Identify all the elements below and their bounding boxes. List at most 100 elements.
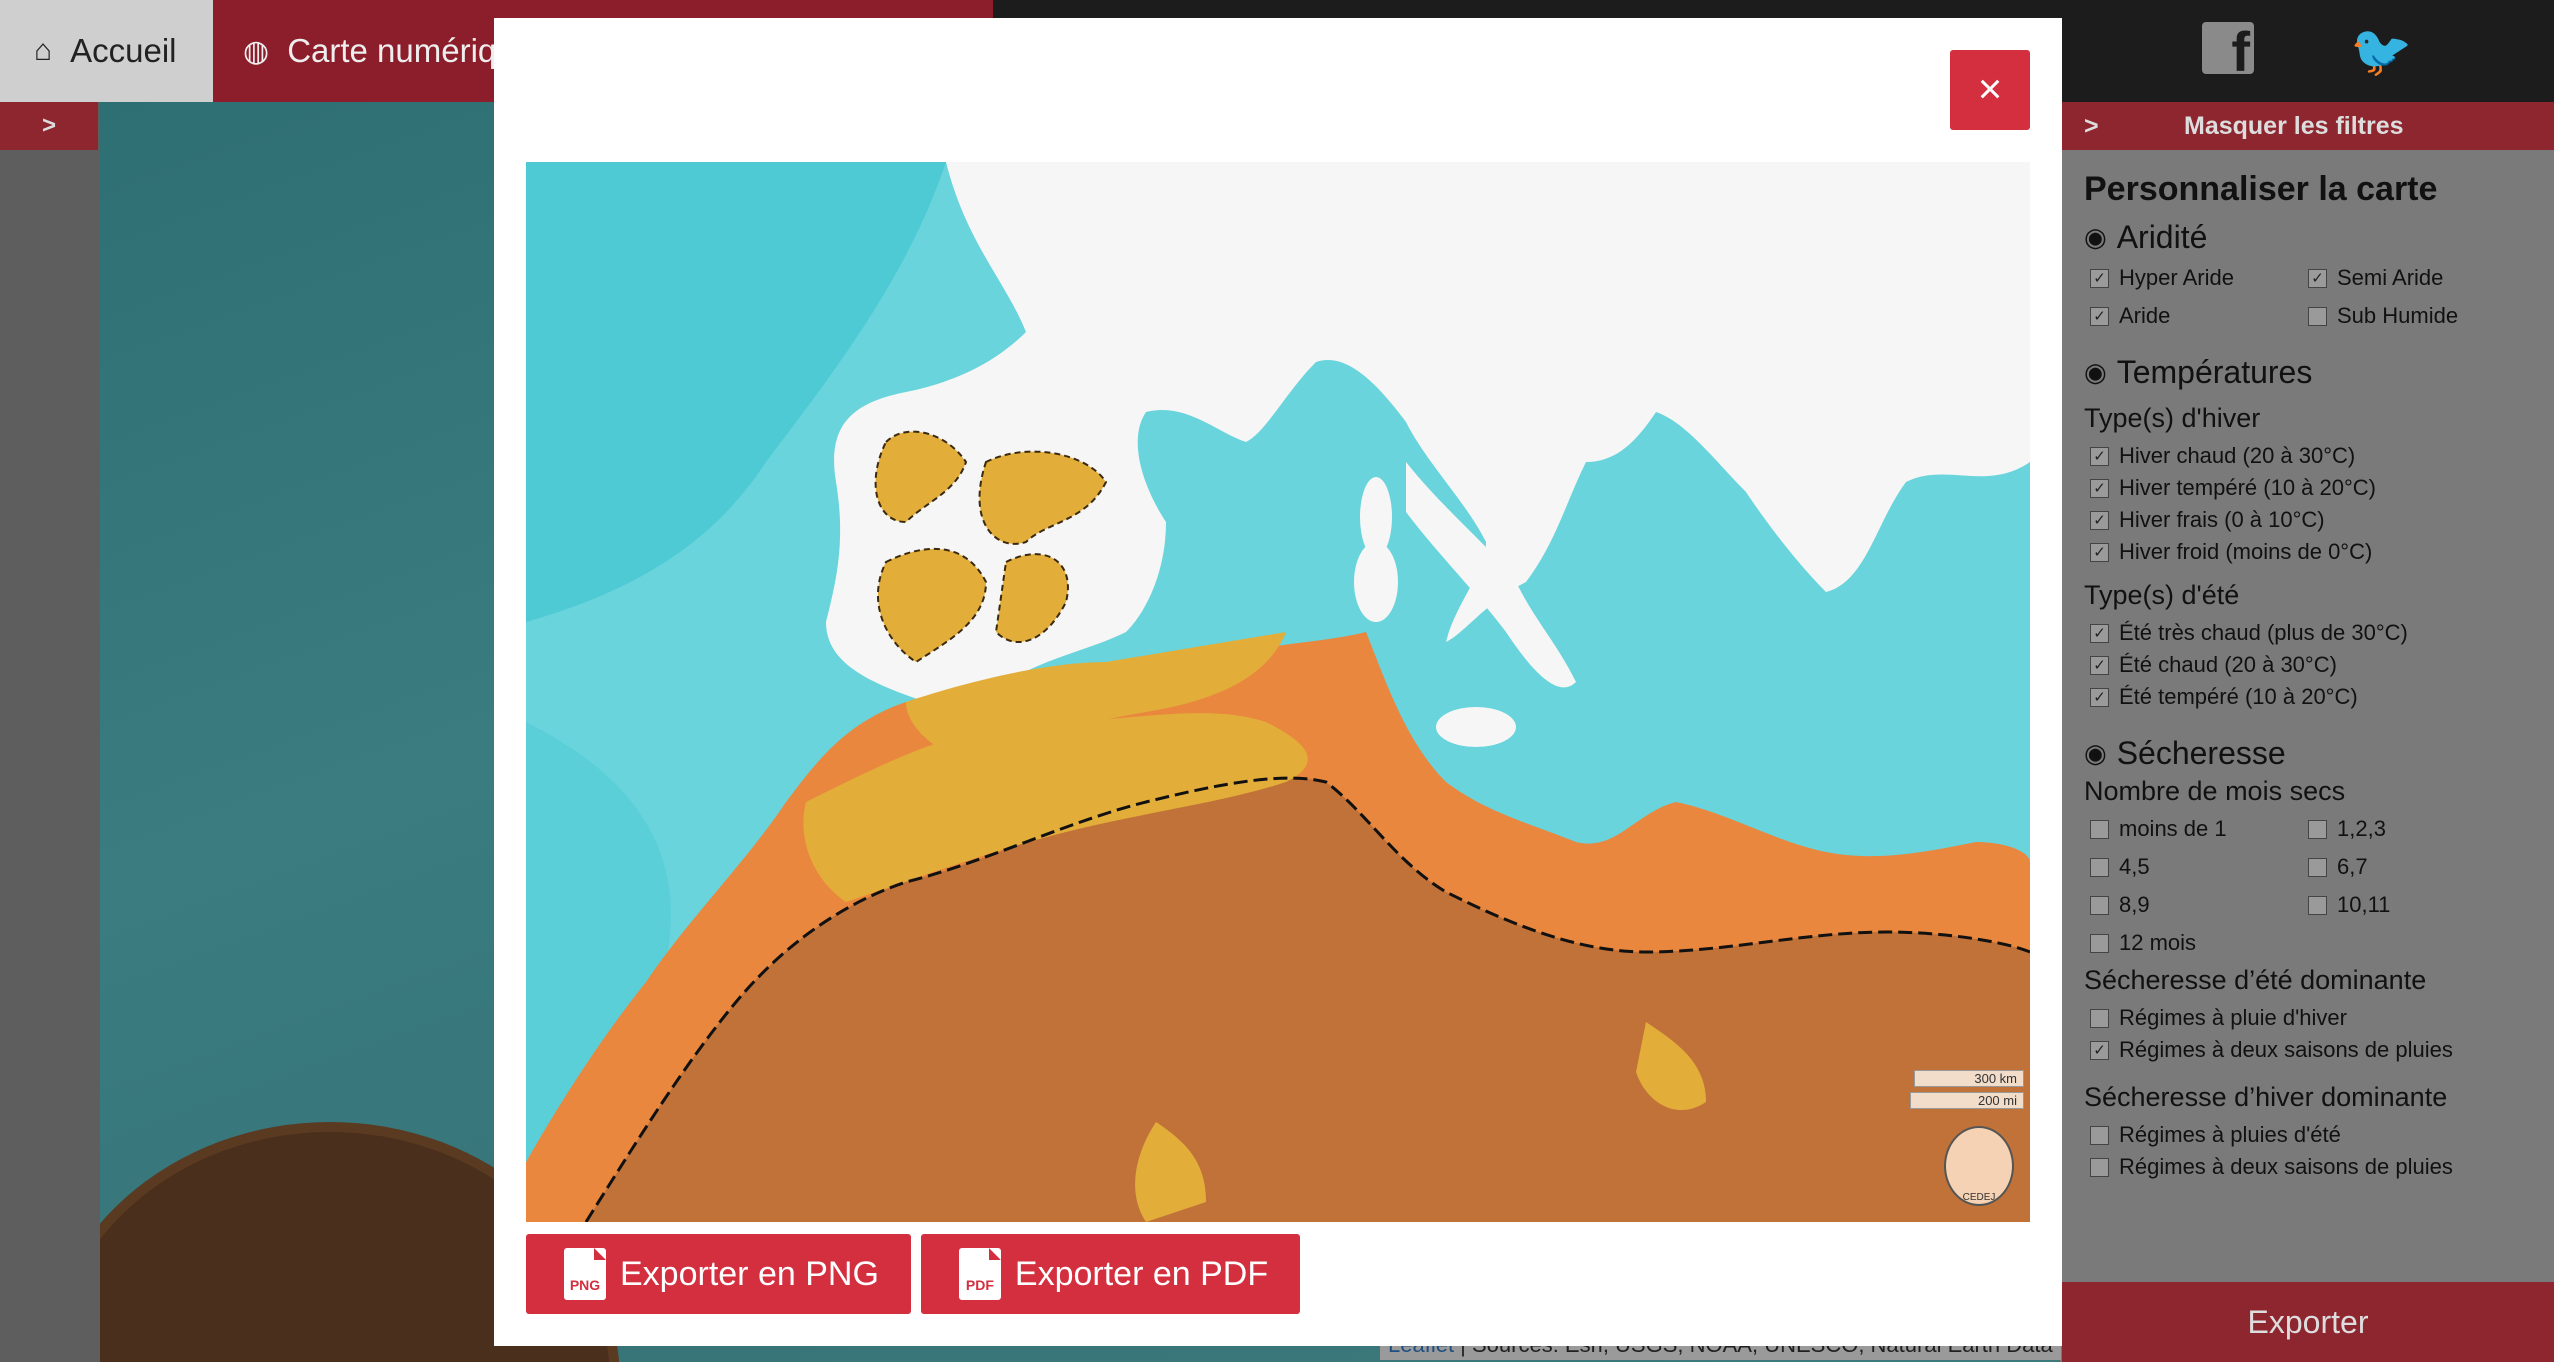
export-button[interactable]: Exporter — [2062, 1282, 2554, 1362]
winter-types-title: Type(s) d'hiver — [2084, 403, 2261, 433]
png-file-icon: PNG — [564, 1248, 606, 1300]
map-preview-image: 300 km 200 mi CEDEJ — [526, 162, 2030, 1222]
winter-drought-title: Sécheresse d’hiver dominante — [2084, 1082, 2448, 1112]
drought-section-title[interactable]: ◉ Sécheresse — [2084, 735, 2286, 771]
temperatures-section-title[interactable]: ◉ Températures — [2084, 354, 2313, 390]
checkbox-label: Hiver tempéré (10 à 20°C) — [2119, 475, 2377, 500]
filter-checkbox-item[interactable]: ✓ Semi Aride — [2302, 262, 2520, 294]
checkbox-checked[interactable]: ✓ — [2090, 306, 2109, 326]
filter-checkbox-item[interactable]: moins de 1 — [2084, 813, 2302, 845]
checkbox-checked[interactable]: ✓ — [2090, 687, 2109, 707]
filter-checkbox-item[interactable]: ✓ Régimes à deux saisons de pluies — [2084, 1034, 2554, 1066]
eye-icon[interactable]: ◉ — [2084, 738, 2107, 768]
checkbox-label: Hyper Aride — [2119, 265, 2234, 290]
checkbox-label: 12 mois — [2119, 930, 2197, 955]
filters-panel-header[interactable]: > Masquer les filtres — [2062, 102, 2554, 150]
export-pdf-button[interactable]: PDF Exporter en PDF — [920, 1234, 1301, 1314]
filter-checkbox-item[interactable]: 4,5 — [2084, 851, 2302, 883]
scale-km: 300 km — [1914, 1070, 2024, 1087]
checkbox-label: Aride — [2119, 303, 2171, 328]
cedej-logo: CEDEJ — [1944, 1126, 2014, 1206]
summer-drought-checkboxes: Régimes à pluie d'hiver ✓ Régimes à deux s… — [2084, 1002, 2554, 1066]
checkbox-label: Été tempéré (10 à 20°C) — [2119, 684, 2358, 709]
checkbox-label: Été chaud (20 à 30°C) — [2119, 652, 2337, 677]
export-buttons: PNG Exporter en PNG PDF Exporter en PDF — [526, 1234, 1301, 1314]
filter-checkbox-item[interactable]: ✓ Été chaud (20 à 30°C) — [2084, 649, 2554, 681]
globe-icon: ◍ — [243, 34, 270, 68]
summer-drought-title: Sécheresse d’été dominante — [2084, 965, 2427, 995]
nav-map-label: Carte numériq — [287, 32, 497, 69]
panel-title: Personnaliser la carte — [2084, 170, 2438, 208]
checkbox-checked[interactable]: ✓ — [2090, 655, 2109, 675]
filter-checkbox-item[interactable]: ✓ Hyper Aride — [2084, 262, 2302, 294]
checkbox-label: 8,9 — [2119, 892, 2150, 917]
filter-checkbox-item[interactable]: 10,11 — [2302, 889, 2520, 921]
checkbox-unchecked[interactable] — [2308, 857, 2327, 877]
checkbox-checked[interactable]: ✓ — [2090, 446, 2109, 466]
checkbox-unchecked[interactable] — [2090, 1157, 2109, 1177]
nav-home[interactable]: ⌂ Accueil — [0, 0, 213, 102]
checkbox-label: 4,5 — [2119, 854, 2150, 879]
checkbox-label: 10,11 — [2337, 892, 2391, 917]
filter-checkbox-item[interactable]: Régimes à deux saisons de pluies — [2084, 1151, 2554, 1183]
aridity-section-title[interactable]: ◉ Aridité — [2084, 219, 2208, 255]
checkbox-checked[interactable]: ✓ — [2090, 478, 2109, 498]
filter-checkbox-item[interactable]: ✓ Hiver frais (0 à 10°C) — [2084, 504, 2554, 536]
checkbox-label: Hiver froid (moins de 0°C) — [2119, 539, 2373, 564]
export-png-button[interactable]: PNG Exporter en PNG — [526, 1234, 911, 1314]
checkbox-checked[interactable]: ✓ — [2090, 542, 2109, 562]
export-png-label: Exporter en PNG — [620, 1254, 879, 1293]
facebook-icon[interactable]: f — [2202, 22, 2254, 74]
checkbox-label: Régimes à deux saisons de pluies — [2119, 1037, 2453, 1062]
filter-checkbox-item[interactable]: 1,2,3 — [2302, 813, 2520, 845]
close-button[interactable]: × — [1950, 50, 2030, 130]
pdf-file-icon: PDF — [958, 1248, 1001, 1300]
filter-checkbox-item[interactable]: Régimes à pluies d'été — [2084, 1119, 2554, 1151]
filter-checkbox-item[interactable]: ✓ Hiver chaud (20 à 30°C) — [2084, 440, 2554, 472]
checkbox-label: Été très chaud (plus de 30°C) — [2119, 620, 2408, 645]
filters-panel: > Masquer les filtres Personnaliser la c… — [2062, 102, 2554, 1362]
map-preview-svg — [526, 162, 2030, 1222]
hide-filters-label: Masquer les filtres — [2184, 112, 2404, 140]
checkbox-unchecked[interactable] — [2308, 306, 2327, 326]
filter-checkbox-item[interactable]: 12 mois — [2084, 927, 2302, 959]
export-modal: × 300 k — [494, 18, 2062, 1346]
checkbox-label: Régimes à deux saisons de pluies — [2119, 1154, 2453, 1179]
filter-checkbox-item[interactable]: Sub Humide — [2302, 300, 2520, 332]
checkbox-checked[interactable]: ✓ — [2090, 1040, 2109, 1060]
winter-checkboxes: ✓ Hiver chaud (20 à 30°C) ✓ Hiver tempéré (… — [2084, 440, 2554, 568]
checkbox-checked[interactable]: ✓ — [2308, 268, 2327, 288]
summer-checkboxes: ✓ Été très chaud (plus de 30°C) ✓ Été chaud… — [2084, 617, 2554, 713]
checkbox-unchecked[interactable] — [2090, 857, 2109, 877]
eye-icon[interactable]: ◉ — [2084, 357, 2107, 387]
filter-checkbox-item[interactable]: Régimes à pluie d'hiver — [2084, 1002, 2554, 1034]
dry-months-checkboxes: moins de 1 1,2,3 4,5 6,7 8,9 10,11 12 mois — [2084, 813, 2554, 959]
checkbox-unchecked[interactable] — [2308, 819, 2327, 839]
filter-checkbox-item[interactable]: 6,7 — [2302, 851, 2520, 883]
filter-checkbox-item[interactable]: ✓ Hiver tempéré (10 à 20°C) — [2084, 472, 2554, 504]
checkbox-unchecked[interactable] — [2308, 895, 2327, 915]
checkbox-unchecked[interactable] — [2090, 895, 2109, 915]
filter-checkbox-item[interactable]: ✓ Hiver froid (moins de 0°C) — [2084, 536, 2554, 568]
checkbox-unchecked[interactable] — [2090, 819, 2109, 839]
checkbox-unchecked[interactable] — [2090, 933, 2109, 953]
checkbox-label: Hiver frais (0 à 10°C) — [2119, 507, 2325, 532]
checkbox-unchecked[interactable] — [2090, 1125, 2109, 1145]
filter-checkbox-item[interactable]: ✓ Été tempéré (10 à 20°C) — [2084, 681, 2554, 713]
filter-checkbox-item[interactable]: 8,9 — [2084, 889, 2302, 921]
filters-toggle-icon: > — [2084, 112, 2099, 140]
checkbox-checked[interactable]: ✓ — [2090, 510, 2109, 530]
twitter-icon[interactable]: 🐦 — [2350, 23, 2413, 79]
filter-checkbox-item[interactable]: ✓ Aride — [2084, 300, 2302, 332]
filter-checkbox-item[interactable]: ✓ Été très chaud (plus de 30°C) — [2084, 617, 2554, 649]
checkbox-unchecked[interactable] — [2090, 1008, 2109, 1028]
checkbox-checked[interactable]: ✓ — [2090, 623, 2109, 643]
aridity-checkboxes: ✓ Hyper Aride ✓ Semi Aride ✓ Aride Sub Humide — [2084, 262, 2554, 332]
eye-icon[interactable]: ◉ — [2084, 222, 2107, 252]
checkbox-label: Régimes à pluies d'été — [2119, 1122, 2341, 1147]
checkbox-label: Sub Humide — [2337, 303, 2459, 328]
left-sidebar-toggle[interactable]: > — [0, 102, 98, 150]
checkbox-label: Semi Aride — [2337, 265, 2444, 290]
checkbox-checked[interactable]: ✓ — [2090, 268, 2109, 288]
checkbox-label: moins de 1 — [2119, 816, 2227, 841]
